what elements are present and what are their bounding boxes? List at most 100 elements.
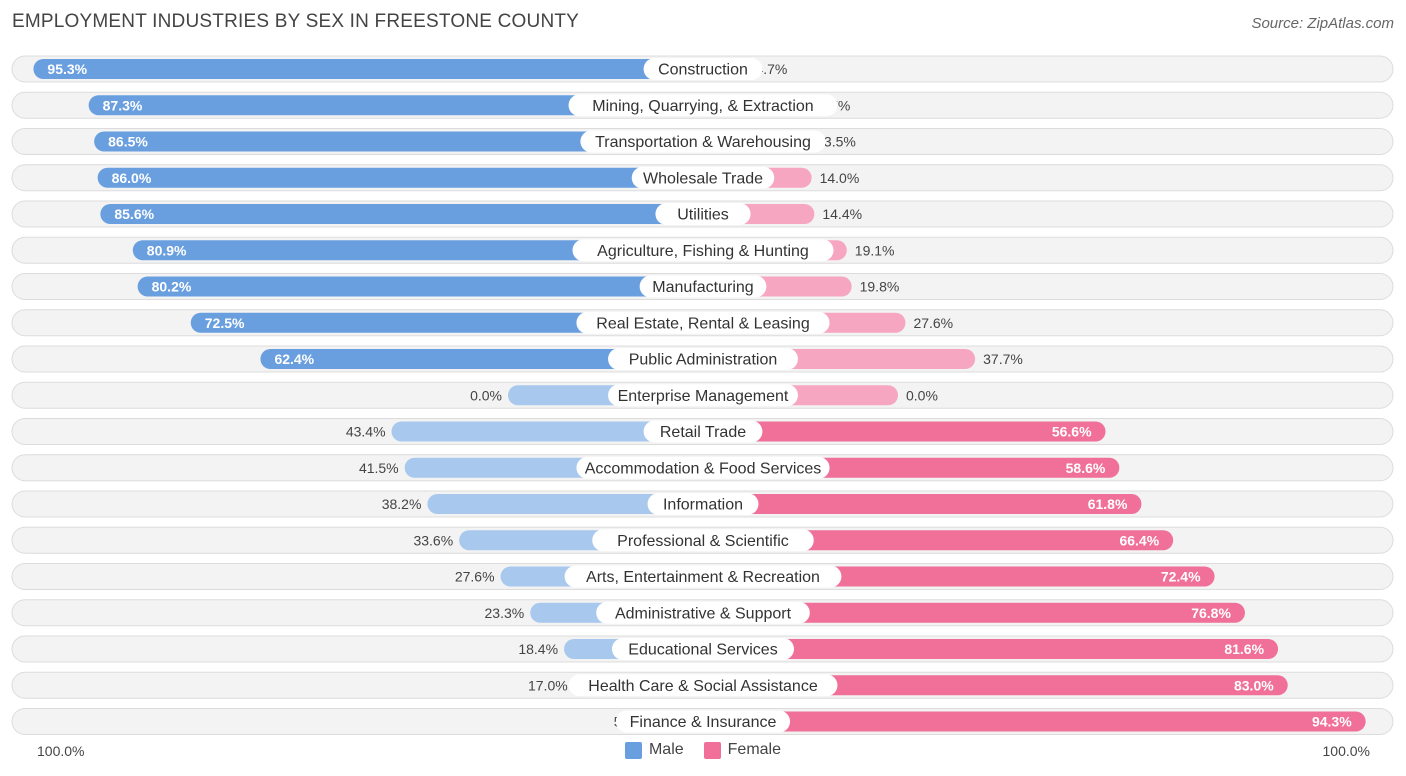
category-pill xyxy=(647,493,759,515)
bar-male[interactable] xyxy=(137,276,703,297)
female-value-label: 94.3% xyxy=(1312,714,1352,730)
bar-female[interactable] xyxy=(703,711,1366,732)
category-pill xyxy=(568,94,838,117)
category-pill xyxy=(572,239,834,262)
bar-row: 87.3%12.7%Mining, Quarrying, & Extractio… xyxy=(11,91,1394,119)
male-value-label: 85.6% xyxy=(114,206,154,222)
category-label: Information xyxy=(663,497,743,514)
category-pill xyxy=(580,130,826,153)
bar-row: 27.6% 72.4% Arts, Entertainment & Recreati… xyxy=(11,563,1394,590)
bar-row: 5.7%94.3%Finance & Insurance xyxy=(11,708,1394,735)
bar-male[interactable] xyxy=(132,240,704,261)
male-value-label: 23.3% xyxy=(485,605,525,621)
male-value-label: 38.2% xyxy=(382,496,422,512)
male-value-label: 43.4% xyxy=(346,424,386,440)
bar-male[interactable] xyxy=(88,95,703,116)
male-value-label: 41.5% xyxy=(359,460,399,476)
bar-female[interactable] xyxy=(703,421,1106,442)
bar-male[interactable] xyxy=(260,349,703,369)
category-pill xyxy=(631,166,775,189)
source-label: Source: ZipAtlas.com xyxy=(1251,15,1394,32)
male-value-label: 27.6% xyxy=(455,569,495,585)
legend-male-label: Male xyxy=(648,741,684,758)
bar-row: 86.0% 14.0% Wholesale Trade xyxy=(11,164,1394,192)
category-label: Accommodation & Food Services xyxy=(585,460,822,477)
bar-row: 86.5% 13.5% Transportation & Warehousing xyxy=(11,128,1394,155)
category-label: Educational Services xyxy=(628,642,777,659)
female-value-label: 27.6% xyxy=(913,315,953,331)
female-value-label: 14.0% xyxy=(820,170,860,186)
female-value-label: 76.8% xyxy=(1191,605,1231,621)
bar-row: 85.6% 14.4% Utilities xyxy=(11,200,1394,228)
male-value-label: 0.0% xyxy=(470,387,502,403)
female-value-label: 81.6% xyxy=(1224,641,1264,657)
legend-item-female[interactable]: Female xyxy=(703,741,782,759)
female-value-label: 37.7% xyxy=(983,351,1023,367)
bar-row: 72.5% 27.6% Real Estate, Rental & Leasing xyxy=(11,309,1394,337)
category-label: Professional & Scientific xyxy=(617,533,789,550)
female-value-label: 19.1% xyxy=(855,242,895,258)
bar-male[interactable] xyxy=(94,131,703,152)
category-label: Wholesale Trade xyxy=(643,170,763,187)
bar-male[interactable] xyxy=(33,59,704,79)
bar-row: 41.5% 58.6% Accommodation & Food Services xyxy=(11,454,1394,482)
male-swatch-icon xyxy=(624,741,642,759)
category-label: Health Care & Social Assistance xyxy=(588,678,818,695)
female-value-label: 83.0% xyxy=(1234,677,1274,693)
male-value-label: 87.3% xyxy=(103,97,143,113)
bar-row: 38.2% 61.8% Information xyxy=(11,490,1394,518)
female-swatch-icon xyxy=(703,741,721,759)
female-value-label: 61.8% xyxy=(1088,496,1128,512)
axis-right-label: 100.0% xyxy=(1322,743,1370,759)
category-pill xyxy=(576,456,830,479)
category-pill xyxy=(655,203,751,225)
male-value-label: 86.5% xyxy=(108,134,148,150)
female-value-label: 72.4% xyxy=(1161,569,1201,585)
category-pill xyxy=(608,348,798,370)
category-label: Administrative & Support xyxy=(615,605,792,622)
male-value-label: 80.2% xyxy=(152,279,192,295)
bar-male[interactable] xyxy=(100,204,704,224)
bar-male[interactable] xyxy=(391,421,703,442)
category-pill xyxy=(568,674,838,697)
category-pill xyxy=(643,58,763,80)
category-pill xyxy=(608,384,798,407)
female-value-label: 58.6% xyxy=(1066,460,1106,476)
male-value-label: 18.4% xyxy=(518,641,558,657)
bar-female[interactable] xyxy=(703,639,1279,659)
bar-row: 23.3% 76.8% Administrative & Support xyxy=(11,599,1394,627)
category-label: Transportation & Warehousing xyxy=(595,134,811,151)
category-label: Retail Trade xyxy=(660,424,746,441)
category-label: Utilities xyxy=(677,207,729,224)
female-value-label: 66.4% xyxy=(1119,532,1159,548)
category-label: Enterprise Management xyxy=(618,388,789,405)
bar-male[interactable] xyxy=(190,312,703,333)
category-label: Agriculture, Fishing & Hunting xyxy=(597,243,809,260)
bar-female[interactable] xyxy=(703,530,1174,551)
bar-female[interactable] xyxy=(703,494,1142,514)
bar-row: 17.0% 83.0% Health Care & Social Assistanc… xyxy=(11,671,1394,699)
male-value-label: 17.0% xyxy=(528,677,568,693)
bar-row: 62.4% 37.7% Public Administration xyxy=(11,345,1394,373)
bar-male[interactable] xyxy=(97,167,704,188)
category-label: Mining, Quarrying, & Extraction xyxy=(592,98,813,115)
category-pill xyxy=(576,311,830,334)
category-pill xyxy=(592,529,814,552)
category-label: Public Administration xyxy=(629,352,778,369)
category-label: Construction xyxy=(658,62,748,79)
bar-female[interactable] xyxy=(703,675,1288,696)
category-pill xyxy=(596,601,810,624)
bar-row: 80.9% 19.1% Agriculture, Fishing & Hunting xyxy=(11,236,1394,264)
female-value-label: 56.6% xyxy=(1052,424,1092,440)
female-value-label: 19.8% xyxy=(860,279,900,295)
bar-male[interactable] xyxy=(427,494,703,514)
male-value-label: 80.9% xyxy=(147,242,187,258)
bar-row: 0.0% 0.0% Enterprise Management xyxy=(11,381,1394,409)
male-value-label: 33.6% xyxy=(413,532,453,548)
male-value-label: 95.3% xyxy=(47,61,87,77)
axis-left-label: 100.0% xyxy=(37,743,85,759)
legend-female-label: Female xyxy=(727,741,782,758)
legend-item-male[interactable]: Male xyxy=(624,741,684,759)
bar-row: 33.6% 66.4% Professional & Scientific xyxy=(11,526,1394,554)
bar-female[interactable] xyxy=(703,602,1245,623)
